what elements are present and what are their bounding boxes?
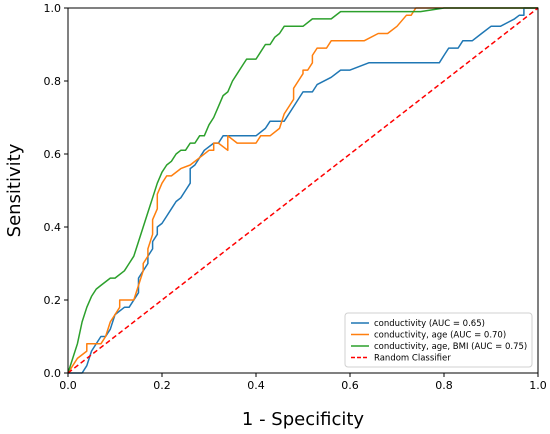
x-tick-label: 0.0 <box>59 379 77 392</box>
x-tick-label: 0.4 <box>247 379 265 392</box>
y-axis-title: Sensitivity <box>4 143 25 237</box>
legend-label-4: Random Classifier <box>374 354 451 364</box>
y-tick-label: 1.0 <box>44 2 62 15</box>
legend-label-2: conductivity, age (AUC = 0.70) <box>374 331 506 341</box>
y-tick-label: 0.0 <box>44 367 62 380</box>
series-line-2 <box>68 7 538 374</box>
x-tick-label: 0.8 <box>435 379 453 392</box>
y-axis-ticks: 0.0 0.2 0.4 0.6 0.8 1.0 <box>44 2 68 380</box>
legend-label-1: conductivity (AUC = 0.65) <box>374 319 485 329</box>
y-tick-label: 0.2 <box>44 294 62 307</box>
x-tick-label: 0.2 <box>153 379 171 392</box>
series-layer <box>68 7 539 374</box>
y-tick-label: 0.6 <box>44 148 62 161</box>
legend-box <box>344 312 533 368</box>
legend: conductivity (AUC = 0.65) conductivity, a… <box>344 312 533 368</box>
y-tick-label: 0.4 <box>44 221 62 234</box>
series-line-4 <box>68 7 539 374</box>
x-tick-label: 1.0 <box>529 379 547 392</box>
x-axis-ticks: 0.0 0.2 0.4 0.6 0.8 1.0 <box>59 373 547 392</box>
x-tick-label: 0.6 <box>341 379 359 392</box>
series-line-3 <box>68 7 538 374</box>
x-axis-title: 1 - Specificity <box>242 409 365 430</box>
plot-frame <box>67 7 539 374</box>
y-tick-label: 0.8 <box>44 75 62 88</box>
legend-label-3: conductivity, age, BMI (AUC = 0.75) <box>374 342 527 352</box>
